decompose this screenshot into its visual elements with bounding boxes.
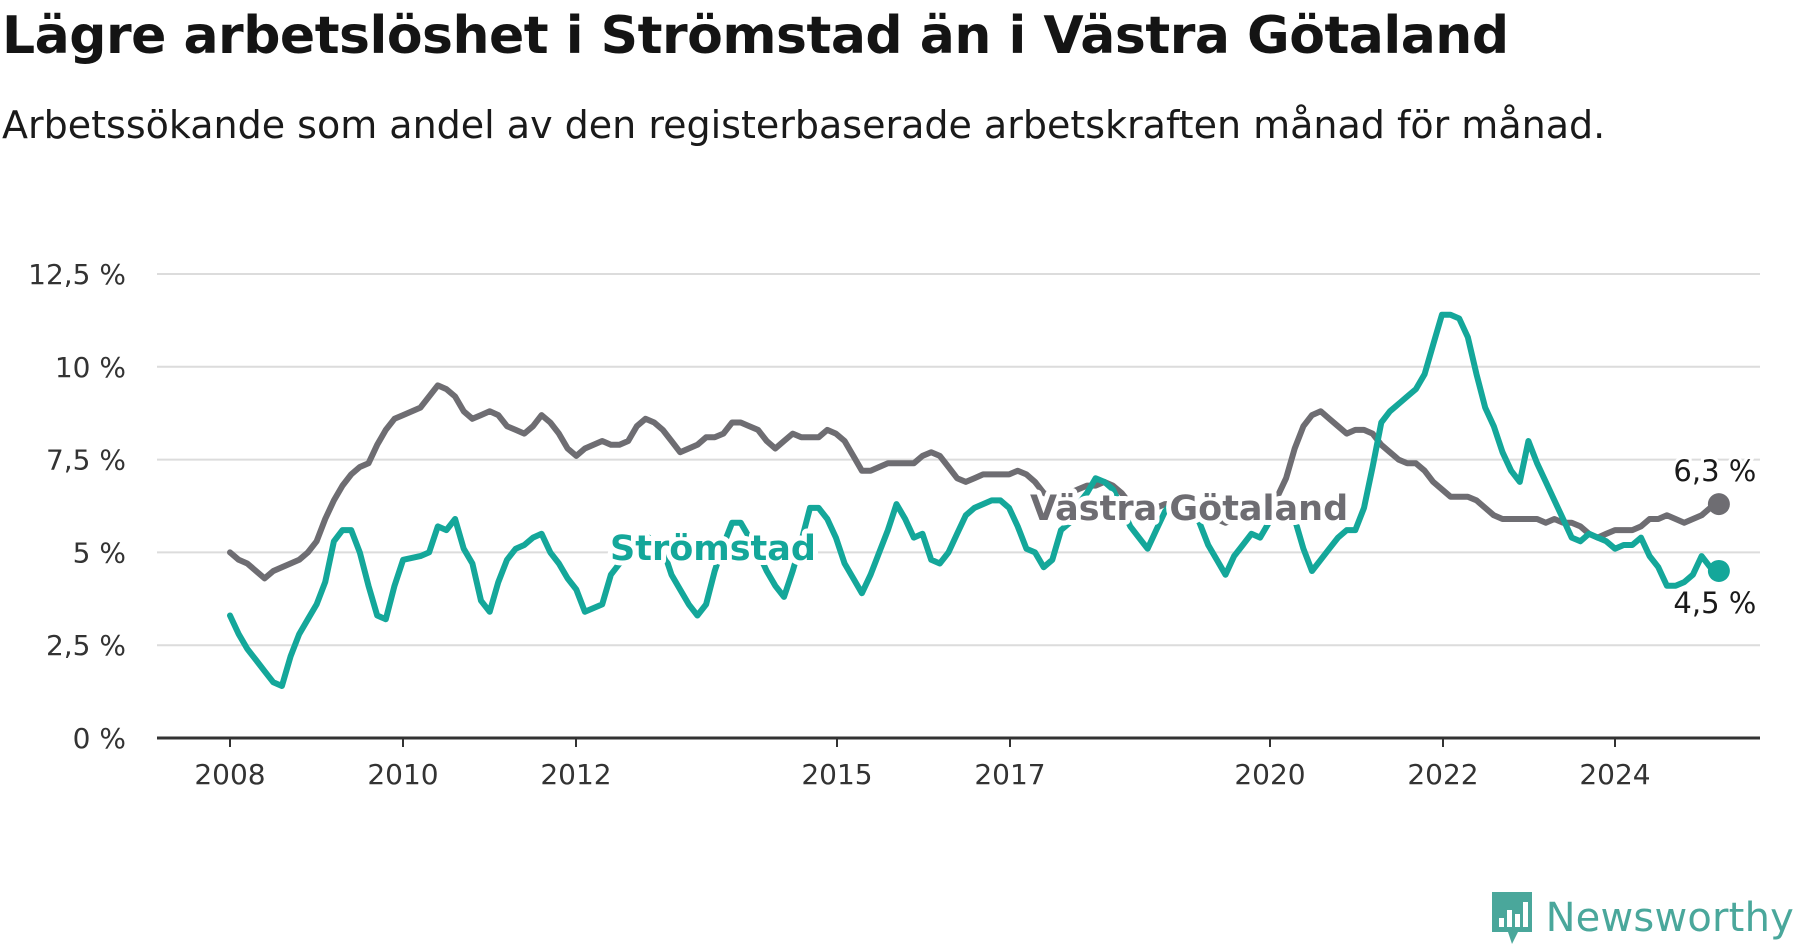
y-tick-label: 0 % xyxy=(73,722,126,755)
y-tick-label: 7,5 % xyxy=(46,444,126,477)
end-label-stromstad: 4,5 % xyxy=(1673,586,1756,620)
bar-chart-speech-bubble-icon xyxy=(1491,892,1532,944)
x-tick-label: 2008 xyxy=(194,758,265,791)
end-point-vastra-gotaland xyxy=(1707,493,1730,516)
brand: Newsworthy xyxy=(1488,888,1794,948)
brand-name: Newsworthy xyxy=(1545,895,1794,941)
end-point-stromstad xyxy=(1707,559,1730,582)
series-labels: Västra Götaland Strömstad 6,3 % 4,5 % xyxy=(605,451,1759,623)
x-tick-label: 2012 xyxy=(540,758,611,791)
x-tick-label: 2022 xyxy=(1407,758,1478,791)
series-lines xyxy=(227,311,1730,689)
chart-title: Lägre arbetslöshet i Strömstad än i Väst… xyxy=(2,6,1509,66)
x-tick-label: 2020 xyxy=(1234,758,1305,791)
series-line-vastra-gotaland xyxy=(227,382,1722,582)
grid-lines: 0 % 2,5 % 5 % 7,5 % 10 % 12,5 % xyxy=(28,258,1760,755)
y-tick-label: 5 % xyxy=(73,536,126,569)
x-tick-label: 2024 xyxy=(1579,758,1650,791)
series-label-vastra-gotaland: Västra Götaland xyxy=(1030,489,1348,529)
x-tick-label: 2015 xyxy=(801,758,872,791)
series-line-stromstad xyxy=(227,311,1722,689)
y-tick-label: 2,5 % xyxy=(46,629,126,662)
y-tick-label: 12,5 % xyxy=(28,258,126,291)
series-label-stromstad: Strömstad xyxy=(610,529,816,569)
x-axis: 2008 2010 2012 2015 2017 2020 2022 2024 xyxy=(157,736,1760,791)
chart-subtitle: Arbetssökande som andel av den registerb… xyxy=(2,103,1606,147)
x-tick-label: 2017 xyxy=(974,758,1045,791)
x-tick-label: 2010 xyxy=(367,758,438,791)
end-label-vastra-gotaland: 6,3 % xyxy=(1673,454,1756,488)
y-tick-label: 10 % xyxy=(55,351,126,384)
